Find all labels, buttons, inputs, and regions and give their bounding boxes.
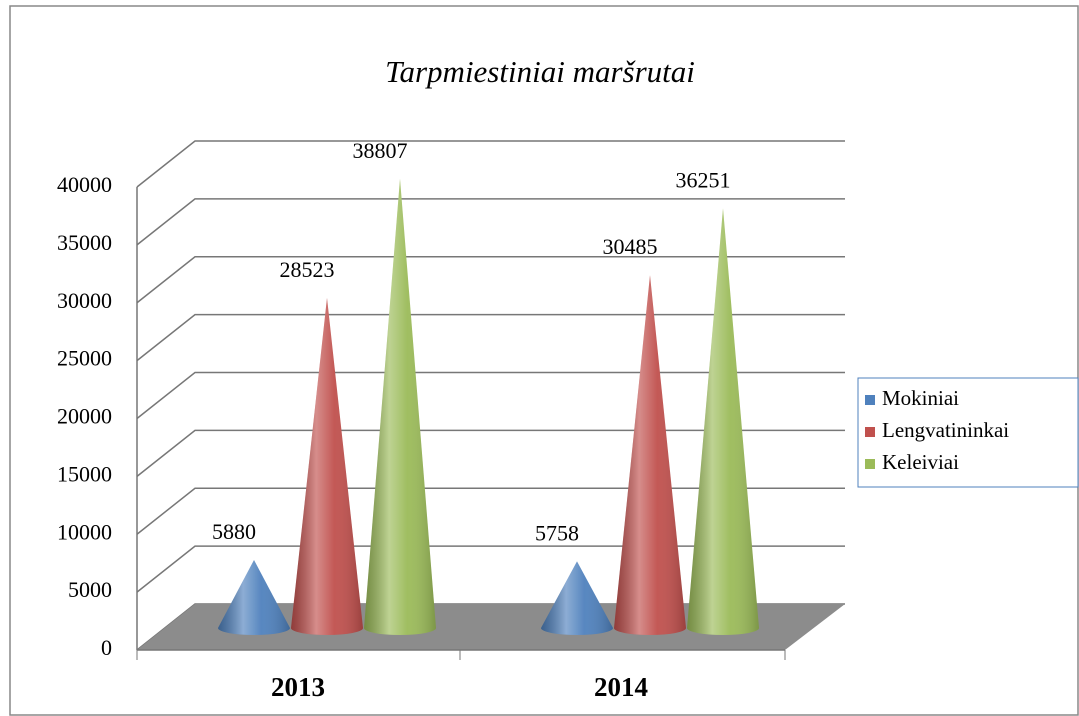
data-label: 28523 [280, 257, 335, 282]
y-tick-label: 15000 [57, 461, 112, 486]
cone-shade [687, 208, 759, 636]
grid-line [136, 313, 845, 362]
legend [857, 377, 1079, 488]
legend-label: Keleiviai [882, 450, 959, 474]
grid-line [136, 198, 845, 246]
legend-marker [865, 395, 875, 405]
y-tick-label: 20000 [57, 404, 112, 429]
data-label: 5758 [535, 520, 579, 545]
data-label: 5880 [212, 519, 256, 544]
y-tick-label: 25000 [57, 346, 112, 371]
grid-line [136, 256, 845, 304]
y-tick-label: 35000 [57, 230, 112, 255]
cone-shade [541, 561, 613, 635]
cone-shade [364, 178, 436, 636]
cone-shade [218, 559, 290, 635]
legend-label: Lengvatininkai [882, 418, 1009, 442]
y-tick-label: 0 [101, 635, 112, 660]
x-tick-label: 2013 [271, 672, 325, 702]
legend-marker [865, 427, 875, 437]
y-tick-label: 40000 [57, 172, 112, 197]
cone-shade [291, 297, 363, 635]
grid-line [136, 429, 845, 477]
cone-shade [614, 275, 686, 635]
x-tick-label: 2014 [594, 672, 648, 702]
legend-marker [865, 459, 875, 469]
data-label: 30485 [603, 234, 658, 259]
y-tick-label: 10000 [57, 519, 112, 544]
chart-title: Tarpmiestiniai maršrutai [385, 54, 695, 89]
data-label: 38807 [353, 138, 408, 163]
chart-border [9, 5, 1079, 716]
grid-line [136, 371, 845, 420]
legend-label: Mokiniai [882, 386, 959, 410]
data-label: 36251 [676, 167, 731, 192]
y-tick-label: 5000 [68, 577, 112, 602]
grid-line [136, 140, 845, 188]
y-tick-label: 30000 [57, 288, 112, 313]
